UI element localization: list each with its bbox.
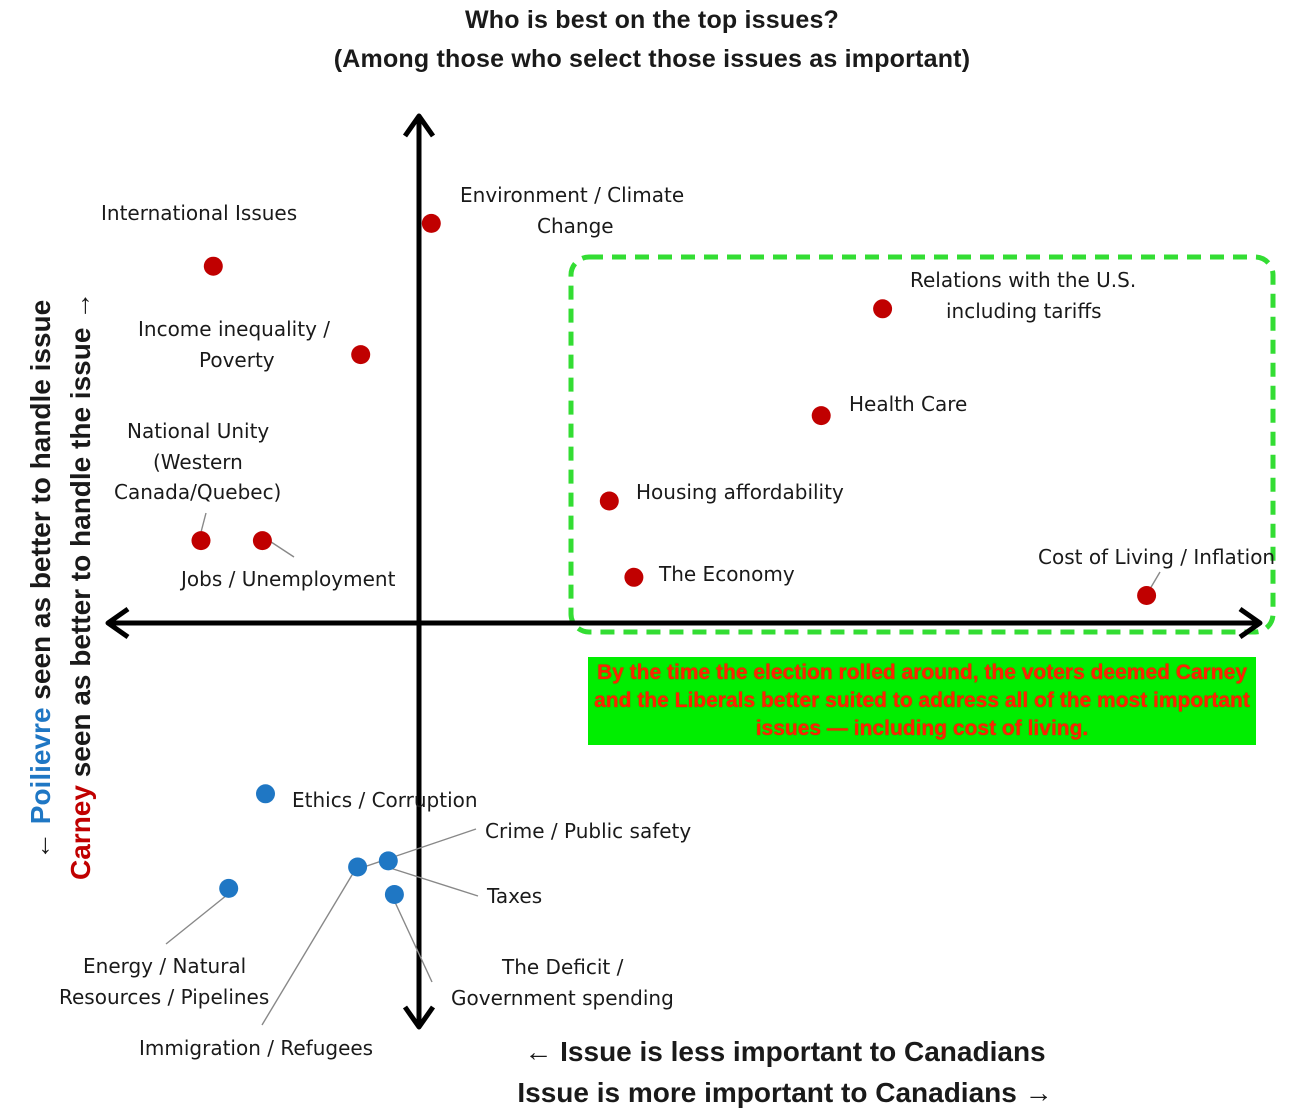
label-income-2: Poverty [199,348,275,372]
y-caption-outer: ← Poilievre seen as better to handle iss… [25,300,56,860]
label-relations-2: including tariffs [946,299,1102,323]
chart-subtitle: (Among those who select those issues as … [333,45,971,73]
point-jobs-unemployment [252,531,272,551]
x-caption-less: ← Issue is less important to Canadians [524,1036,1046,1067]
data-points [191,213,1157,904]
label-housing: Housing affordability [636,480,844,504]
label-deficit-2: Government spending [451,986,674,1010]
label-relations: Relations with the U.S. [910,268,1136,292]
point-crime-public-safety [348,857,368,877]
point-cost-of-living-inflation [1137,586,1157,605]
label-crime: Crime / Public safety [485,819,691,843]
point-income-inequality-poverty [351,345,371,365]
label-economy: The Economy [658,562,795,586]
y-axis [402,113,436,1030]
highlight-box [568,254,1276,635]
point-ethics-corruption [256,784,275,804]
point-the-economy [624,567,644,587]
chart-title: Who is best on the top issues? [464,6,840,34]
label-income: Income inequality / [138,317,330,341]
point-environment-climate-change [421,213,441,233]
label-jobs: Jobs / Unemployment [179,567,396,591]
label-unity-2: (Western [153,450,243,474]
point-national-unity-western-canada-quebec [191,531,211,551]
label-environment: Environment / Climate [460,183,684,207]
label-deficit: The Deficit / [501,955,624,979]
label-unity-3: Canada/Quebec) [114,480,281,504]
label-ethics: Ethics / Corruption [292,788,478,812]
label-energy-2: Resources / Pipelines [59,985,269,1009]
point-international-issues [203,256,223,276]
label-immigration: Immigration / Refugees [139,1036,373,1060]
point-housing-affordability [599,491,619,511]
point-health-care [811,406,831,426]
point-labels: Environment / Climate Change Internation… [59,183,1275,1060]
label-unity: National Unity [127,419,269,443]
label-health: Health Care [849,392,967,416]
label-taxes: Taxes [486,884,542,908]
y-caption-inner: Carney seen as better to handle the issu… [65,292,96,880]
label-cost: Cost of Living / Inflation [1038,545,1275,569]
point-relations-with-the-u-s-including-tariffs [873,299,893,319]
point-the-deficit-government-spending [384,885,404,904]
callout-box: By the time the election rolled around, … [588,657,1256,745]
x-caption-more: Issue is more important to Canadians → [517,1077,1053,1108]
y-axis-caption: ← Poilievre seen as better to handle iss… [25,292,96,880]
label-environment-2: Change [537,214,614,238]
point-energy-natural-resources-pipelines [219,878,239,898]
x-axis [105,606,1263,640]
point-taxes [378,851,398,871]
label-energy: Energy / Natural [83,954,246,978]
label-international: International Issues [101,201,297,225]
